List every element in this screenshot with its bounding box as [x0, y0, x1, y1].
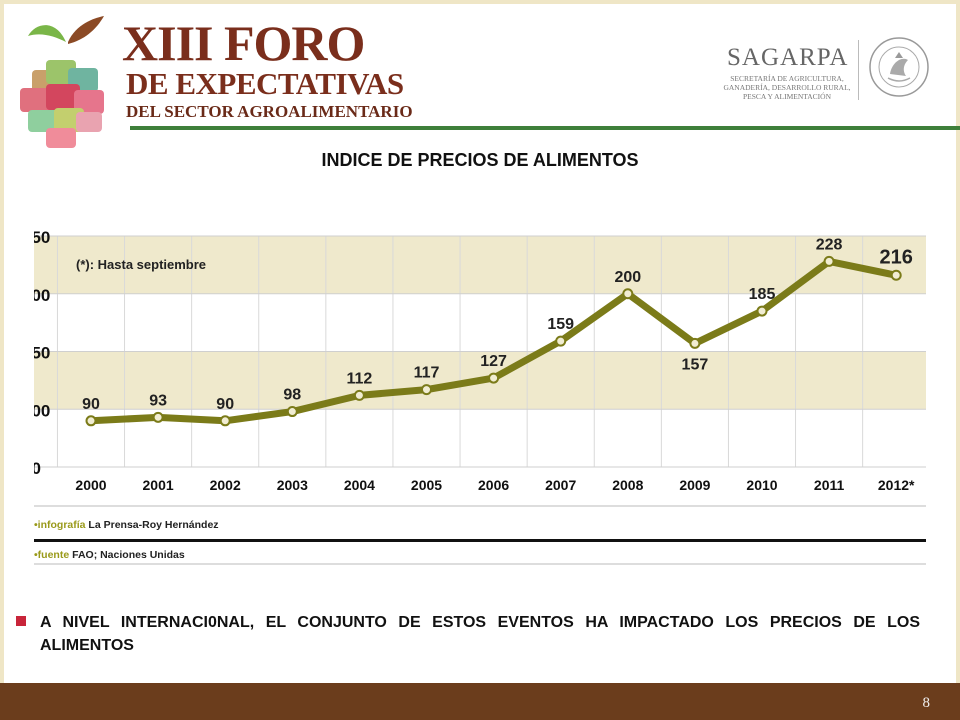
data-label: 200 — [614, 269, 641, 286]
infografia-credit: •infografía La Prensa-Roy Hernández — [34, 519, 219, 531]
data-point — [421, 384, 432, 396]
body-text: A NIVEL INTERNACI0NAL, EL CONJUNTO DE ES… — [40, 614, 920, 654]
data-label: 117 — [414, 365, 440, 382]
data-point — [689, 337, 701, 349]
x-tick-label: 2012* — [878, 477, 915, 493]
data-point — [823, 255, 835, 267]
x-tick-label: 2003 — [277, 477, 308, 493]
x-tick-label: 2010 — [746, 477, 777, 493]
credits-rule — [34, 539, 926, 542]
data-point — [756, 305, 768, 317]
chart-band — [34, 236, 926, 294]
data-point — [622, 288, 634, 300]
data-label: 112 — [346, 370, 372, 387]
y-tick-label: 50 — [34, 459, 41, 478]
y-tick-label: 200 — [34, 286, 50, 305]
data-point — [890, 269, 902, 281]
data-point — [152, 411, 164, 423]
bullet-icon — [16, 616, 26, 626]
data-point — [85, 415, 97, 427]
data-label: 157 — [682, 356, 709, 373]
footer-bar — [0, 683, 960, 720]
x-tick-label: 2004 — [344, 477, 375, 493]
data-point — [219, 415, 231, 427]
data-label: 98 — [283, 387, 301, 404]
data-label: 159 — [547, 316, 574, 333]
org-subtitle: SECRETARÍA DE AGRICULTURA, GANADERÍA, DE… — [723, 74, 851, 101]
x-tick-label: 2007 — [545, 477, 576, 493]
data-label: 216 — [880, 246, 913, 268]
foro-logo-icon — [20, 16, 104, 148]
data-label: 90 — [216, 396, 234, 413]
data-point — [488, 372, 500, 384]
slide-header: XIII FORO DE EXPECTATIVAS DEL SECTOR AGR… — [0, 0, 960, 148]
x-tick-label: 2011 — [814, 477, 845, 493]
x-tick-label: 2001 — [143, 477, 174, 493]
data-point — [286, 406, 298, 418]
x-tick-label: 2002 — [210, 477, 241, 493]
data-label: 93 — [149, 392, 167, 409]
y-tick-label: 100 — [34, 401, 50, 420]
x-tick-label: 2008 — [612, 477, 643, 493]
event-title-line2: DE EXPECTATIVAS — [126, 66, 404, 101]
x-tick-label: 2000 — [75, 477, 106, 493]
slide-title: INDICE DE PRECIOS DE ALIMENTOS — [321, 150, 639, 170]
data-point — [555, 335, 567, 347]
x-tick-label: 2009 — [679, 477, 710, 493]
org-divider — [858, 40, 859, 100]
event-title-line3: DEL SECTOR AGROALIMENTARIO — [126, 102, 413, 121]
data-label: 228 — [816, 236, 843, 253]
fuente-credit: •fuente FAO; Naciones Unidas — [34, 549, 185, 561]
x-tick-label: 2005 — [411, 477, 442, 493]
x-tick-label: 2006 — [478, 477, 509, 493]
data-point — [353, 389, 365, 401]
data-label: 185 — [749, 286, 776, 303]
data-label: 127 — [480, 353, 507, 370]
food-price-index-chart: 250 200 150 100 50 (*): Hasta septiembre 90 93 9… — [34, 228, 926, 565]
y-tick-label: 150 — [34, 344, 50, 363]
y-tick-label: 250 — [34, 228, 50, 247]
data-label: 90 — [82, 396, 100, 413]
chart-note: (*): Hasta septiembre — [76, 257, 206, 272]
org-name: SAGARPA — [727, 44, 849, 71]
mexico-seal-icon — [869, 37, 929, 97]
event-title-line1: XIII FORO — [122, 15, 365, 71]
header-rule — [130, 126, 960, 130]
page-number: 8 — [922, 695, 931, 711]
